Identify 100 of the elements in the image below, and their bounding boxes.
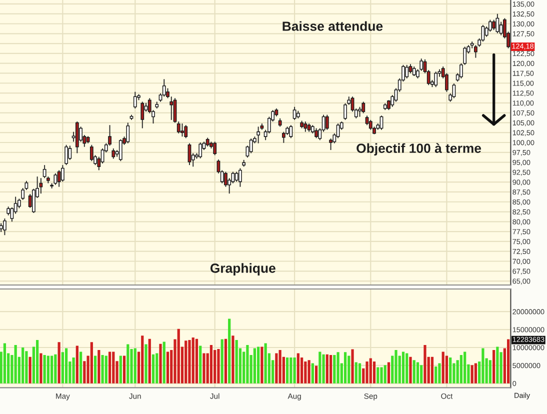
candlestick <box>112 148 116 160</box>
candlestick <box>198 142 202 159</box>
bar <box>58 342 60 384</box>
bar <box>376 367 380 384</box>
candlestick <box>481 24 485 42</box>
bar <box>166 352 170 384</box>
bar <box>354 362 358 384</box>
candlestick <box>90 144 94 162</box>
bar <box>464 352 466 384</box>
bar <box>162 342 166 384</box>
bar <box>257 346 260 384</box>
bar <box>326 354 328 384</box>
bar <box>344 352 347 384</box>
bar <box>351 349 354 384</box>
bar <box>98 350 100 384</box>
bar <box>412 360 416 384</box>
candlestick <box>434 71 438 88</box>
bar <box>108 352 112 384</box>
annotation: Graphique <box>210 263 276 276</box>
bar <box>79 352 82 384</box>
bar <box>402 352 405 384</box>
bar <box>228 318 231 384</box>
bar <box>3 343 6 384</box>
candlestick <box>249 138 253 154</box>
bar <box>40 353 42 384</box>
bar <box>61 352 64 384</box>
candlestick <box>162 78 166 98</box>
bar <box>152 354 155 384</box>
bar <box>488 360 492 384</box>
bar <box>72 358 75 384</box>
bar <box>470 365 474 384</box>
bar <box>348 356 350 384</box>
bar <box>275 353 278 384</box>
candlestick <box>368 119 372 130</box>
bar <box>122 356 126 384</box>
candlestick <box>234 171 238 182</box>
bar <box>144 344 148 384</box>
bar <box>366 362 368 384</box>
candlestick <box>304 121 308 132</box>
candlestick <box>184 124 188 139</box>
bar <box>101 355 104 384</box>
candlestick <box>3 218 6 236</box>
bar <box>177 328 180 384</box>
bar <box>46 356 50 384</box>
bar <box>438 363 441 384</box>
candlestick <box>492 19 496 31</box>
bar <box>119 356 122 384</box>
bar <box>28 356 32 384</box>
bar <box>232 336 234 384</box>
bar <box>474 363 478 384</box>
bar <box>314 366 318 384</box>
bar <box>202 353 206 384</box>
bar <box>210 344 213 384</box>
bar <box>290 358 292 384</box>
bar <box>492 350 496 384</box>
bar <box>333 355 336 384</box>
bar <box>449 358 452 384</box>
bar <box>322 354 325 384</box>
bar <box>235 340 238 384</box>
bar <box>507 339 510 384</box>
candlestick <box>405 64 409 79</box>
bar <box>25 351 28 384</box>
candlestick <box>180 123 184 138</box>
bar <box>293 358 296 384</box>
bar <box>76 346 78 384</box>
candlestick <box>325 114 329 130</box>
bar <box>264 343 267 384</box>
bar <box>369 358 372 384</box>
bar <box>380 367 383 384</box>
bar <box>278 350 282 384</box>
bar <box>372 362 376 384</box>
candlestick <box>362 101 366 114</box>
candlestick <box>118 138 122 162</box>
bar <box>192 337 194 384</box>
bar <box>159 344 162 384</box>
candlestick <box>365 115 369 126</box>
bar <box>94 356 97 384</box>
candlestick <box>188 142 192 166</box>
candlestick <box>358 106 362 118</box>
bar <box>318 352 322 384</box>
bar <box>496 346 499 384</box>
bar <box>304 362 307 384</box>
bar <box>36 340 39 384</box>
bar <box>54 354 57 384</box>
candlestick <box>292 106 296 120</box>
bar <box>384 365 386 384</box>
bar <box>130 348 133 384</box>
bar <box>311 363 314 384</box>
annotation: Objectif 100 à terme <box>356 143 482 156</box>
candlestick <box>28 193 32 208</box>
bar <box>424 344 426 384</box>
bar <box>482 348 484 384</box>
bar <box>126 344 130 384</box>
candlestick <box>133 91 137 109</box>
bar <box>217 348 220 384</box>
candlestick <box>412 66 416 76</box>
bar <box>442 352 444 384</box>
bar <box>14 344 17 384</box>
candlestick <box>238 168 242 188</box>
candlestick <box>256 126 260 144</box>
